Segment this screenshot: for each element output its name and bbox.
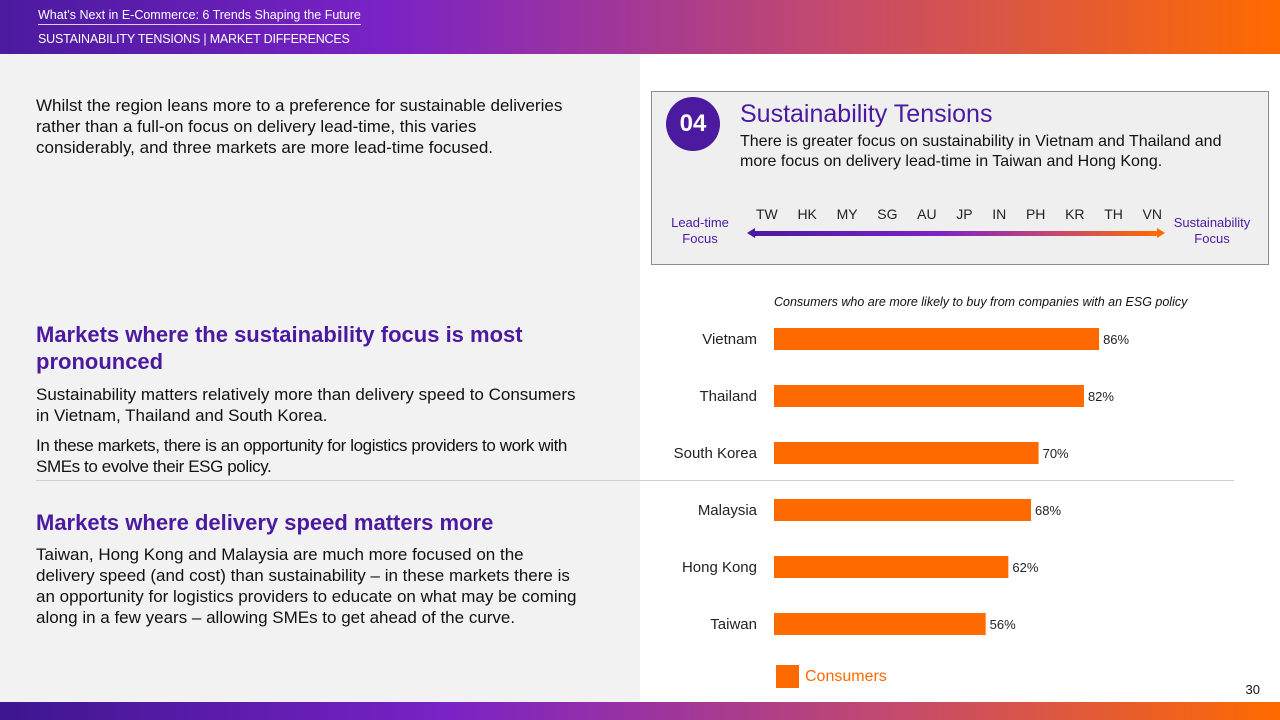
bar [774,556,1009,578]
category-label: Taiwan [710,616,757,633]
category-label: Vietnam [702,331,757,348]
scale-market: TH [1104,206,1123,222]
scale-market: VN [1142,206,1162,222]
value-label: 62% [1012,560,1038,575]
scale-market: KR [1065,206,1085,222]
section2-heading: Markets where delivery speed matters mor… [36,510,494,535]
bar [774,499,1032,521]
bar-chart: Vietnam 86% Thailand 82% South Korea 70% Malay… [674,328,1130,635]
scale-market: AU [917,206,937,222]
footer-bar [0,702,1280,720]
callout-title: Sustainability Tensions [740,100,993,128]
market-scale: TW HK MY SG AU JP IN PH KR TH VN [756,206,1162,226]
scale-market: JP [956,206,973,222]
legend-swatch [776,665,799,688]
section2-paragraph: Taiwan, Hong Kong and Malaysia are much … [36,545,577,627]
section-subtitle: SUSTAINABILITY TENSIONS | MARKET DIFFERE… [38,32,350,46]
callout-body: There is greater focus on sustainability… [740,133,1222,170]
scale-arrow [747,228,1165,238]
category-label: Hong Kong [682,559,757,576]
value-label: 86% [1103,332,1129,347]
scale-market: TW [756,206,778,222]
header-bar: What’s Next in E-Commerce: 6 Trends Shap… [0,0,1280,54]
left-panel [0,54,640,702]
scale-market: SG [877,206,898,222]
sustainability-label: Sustainability Focus [1173,215,1251,246]
lead-time-label: Lead-time Focus [671,215,729,246]
chart-title: Consumers who are more likely to buy fro… [774,295,1188,309]
value-label: 68% [1035,503,1061,518]
value-label: 82% [1088,389,1114,404]
page-number: 30 [1245,682,1260,697]
intro-text: Whilst the region leans more to a prefer… [36,96,563,157]
category-label: Thailand [699,388,757,405]
bar [774,328,1100,350]
scale-market: HK [797,206,817,222]
scale-market: PH [1025,206,1046,222]
section1-heading: Markets where the sustainability focus i… [36,322,523,374]
bar [774,442,1039,464]
bar [774,385,1084,407]
presentation-title: What’s Next in E-Commerce: 6 Trends Shap… [38,8,361,25]
legend-label: Consumers [805,667,887,685]
category-label: South Korea [674,445,758,462]
section-divider [36,480,1234,481]
category-label: Malaysia [698,502,758,519]
chart-legend: Consumers [776,665,887,688]
section1-paragraph1: Sustainability matters relatively more t… [36,385,576,425]
scale-market: IN [992,206,1007,222]
number-badge: 04 [666,97,720,151]
value-label: 56% [990,617,1016,632]
section1-paragraph2: In these markets, there is an opportunit… [36,436,567,476]
bar [774,613,986,635]
value-label: 70% [1043,446,1069,461]
scale-market: MY [836,206,858,222]
